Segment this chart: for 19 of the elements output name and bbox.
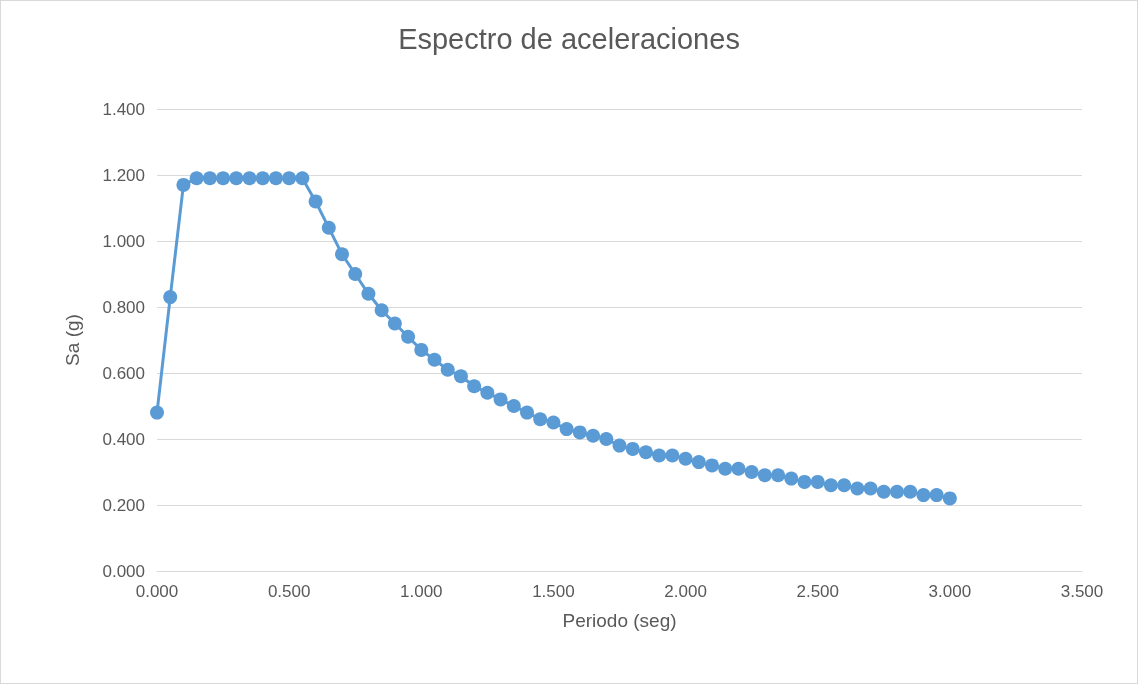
x-tick-label: 3.500 [1060, 582, 1104, 601]
y-tick-label: 0.200 [102, 495, 145, 515]
y-tick-label: 1.200 [102, 165, 145, 185]
x-tick-label: 0.500 [267, 582, 311, 601]
y-axis-title: Sa (g) [62, 314, 83, 366]
y-tick-label: 0.000 [102, 561, 145, 581]
y-tick-label: 1.400 [102, 99, 145, 119]
y-tick-label: 0.800 [102, 297, 145, 317]
x-tick-label: 2.000 [664, 582, 707, 601]
chart-title: Espectro de aceleraciones [398, 22, 740, 55]
x-tick-label: 3.000 [928, 582, 972, 601]
x-tick-label: 1.500 [532, 582, 575, 601]
y-tick-label: 1.000 [102, 231, 145, 251]
x-tick-label: 0.000 [135, 582, 179, 601]
x-tick-label: 2.500 [796, 582, 839, 601]
y-tick-label: 0.600 [102, 363, 145, 383]
x-axis-title: Periodo (seg) [562, 610, 677, 631]
x-tick-label: 1.000 [400, 582, 443, 601]
y-tick-label: 0.400 [102, 429, 145, 449]
